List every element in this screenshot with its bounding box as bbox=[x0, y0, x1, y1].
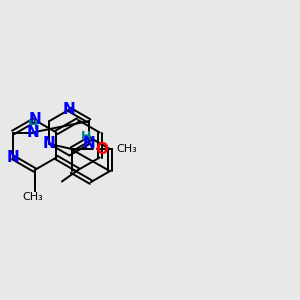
Text: N: N bbox=[63, 102, 76, 117]
Text: H: H bbox=[27, 119, 38, 132]
Text: N: N bbox=[28, 112, 41, 128]
Text: H: H bbox=[81, 130, 92, 143]
Text: O: O bbox=[95, 142, 109, 157]
Text: CH₃: CH₃ bbox=[22, 192, 43, 202]
Text: N: N bbox=[7, 150, 20, 165]
Text: CH₃: CH₃ bbox=[116, 144, 137, 154]
Text: N: N bbox=[83, 136, 96, 152]
Text: N: N bbox=[43, 136, 56, 152]
Text: N: N bbox=[26, 125, 39, 140]
